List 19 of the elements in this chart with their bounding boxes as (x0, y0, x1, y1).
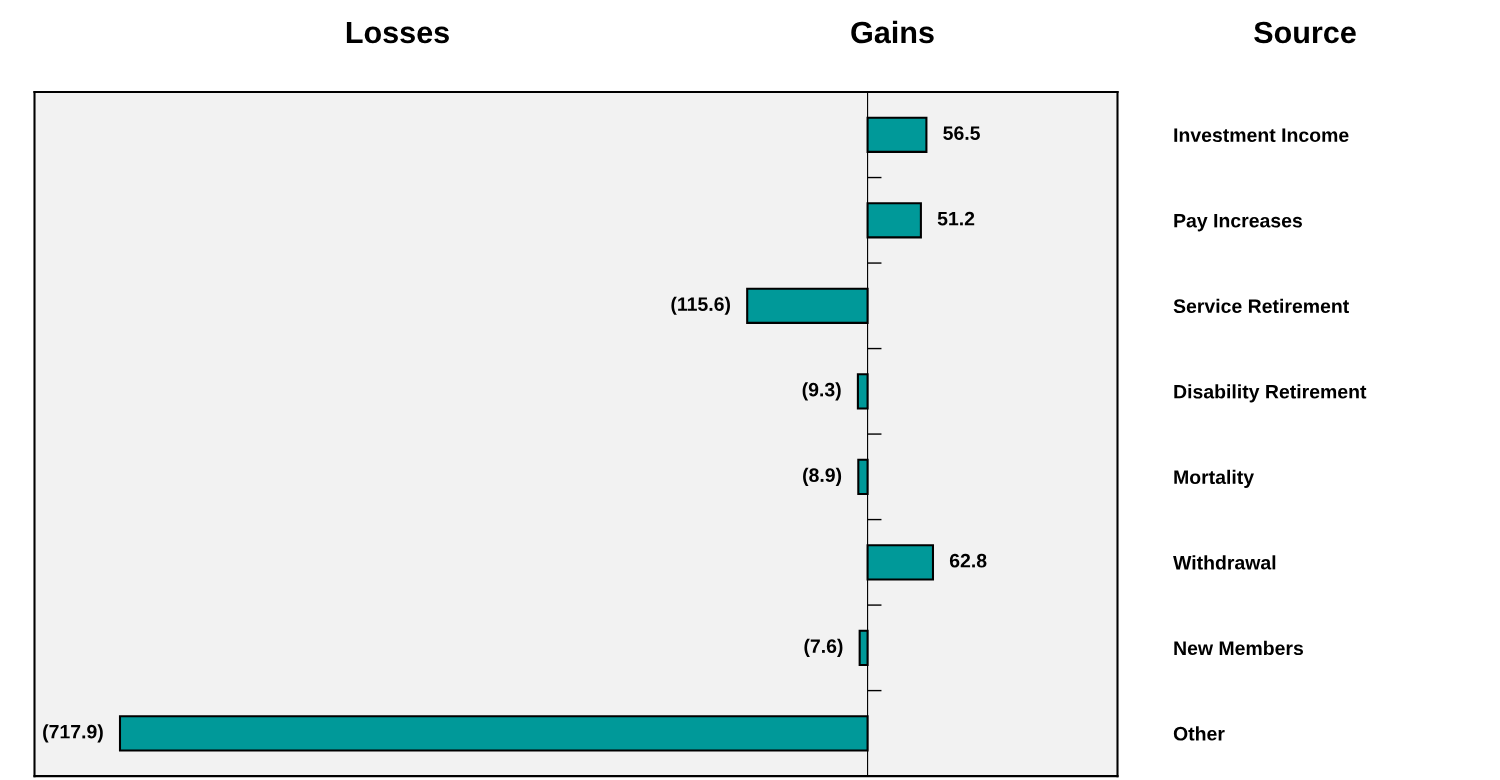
data-label: 51.2 (937, 211, 975, 226)
y-tick-label: Other (1173, 726, 1225, 741)
data-label: (9.3) (802, 382, 841, 401)
text: Gains (851, 20, 934, 44)
data-label: (717.9) (43, 724, 103, 743)
data-label: 56.5 (943, 126, 980, 141)
data-label: (8.9) (803, 467, 842, 486)
y-tick-label: Service Retirement (1173, 298, 1349, 314)
data-label: 62.8 (949, 553, 987, 568)
y-tick-label: Withdrawal (1173, 555, 1276, 570)
y-tick-label: Investment Income (1174, 128, 1349, 143)
data-label: (7.6) (804, 638, 843, 657)
y-tick-label: Disability Retirement (1174, 384, 1367, 403)
text: Source (1254, 21, 1356, 44)
text: Losses (346, 21, 449, 44)
y-tick-label: Pay Increases (1174, 213, 1302, 232)
y-tick-label: Mortality (1174, 469, 1254, 488)
data-label: (115.6) (671, 296, 730, 315)
y-tick-label: New Members (1174, 640, 1304, 656)
